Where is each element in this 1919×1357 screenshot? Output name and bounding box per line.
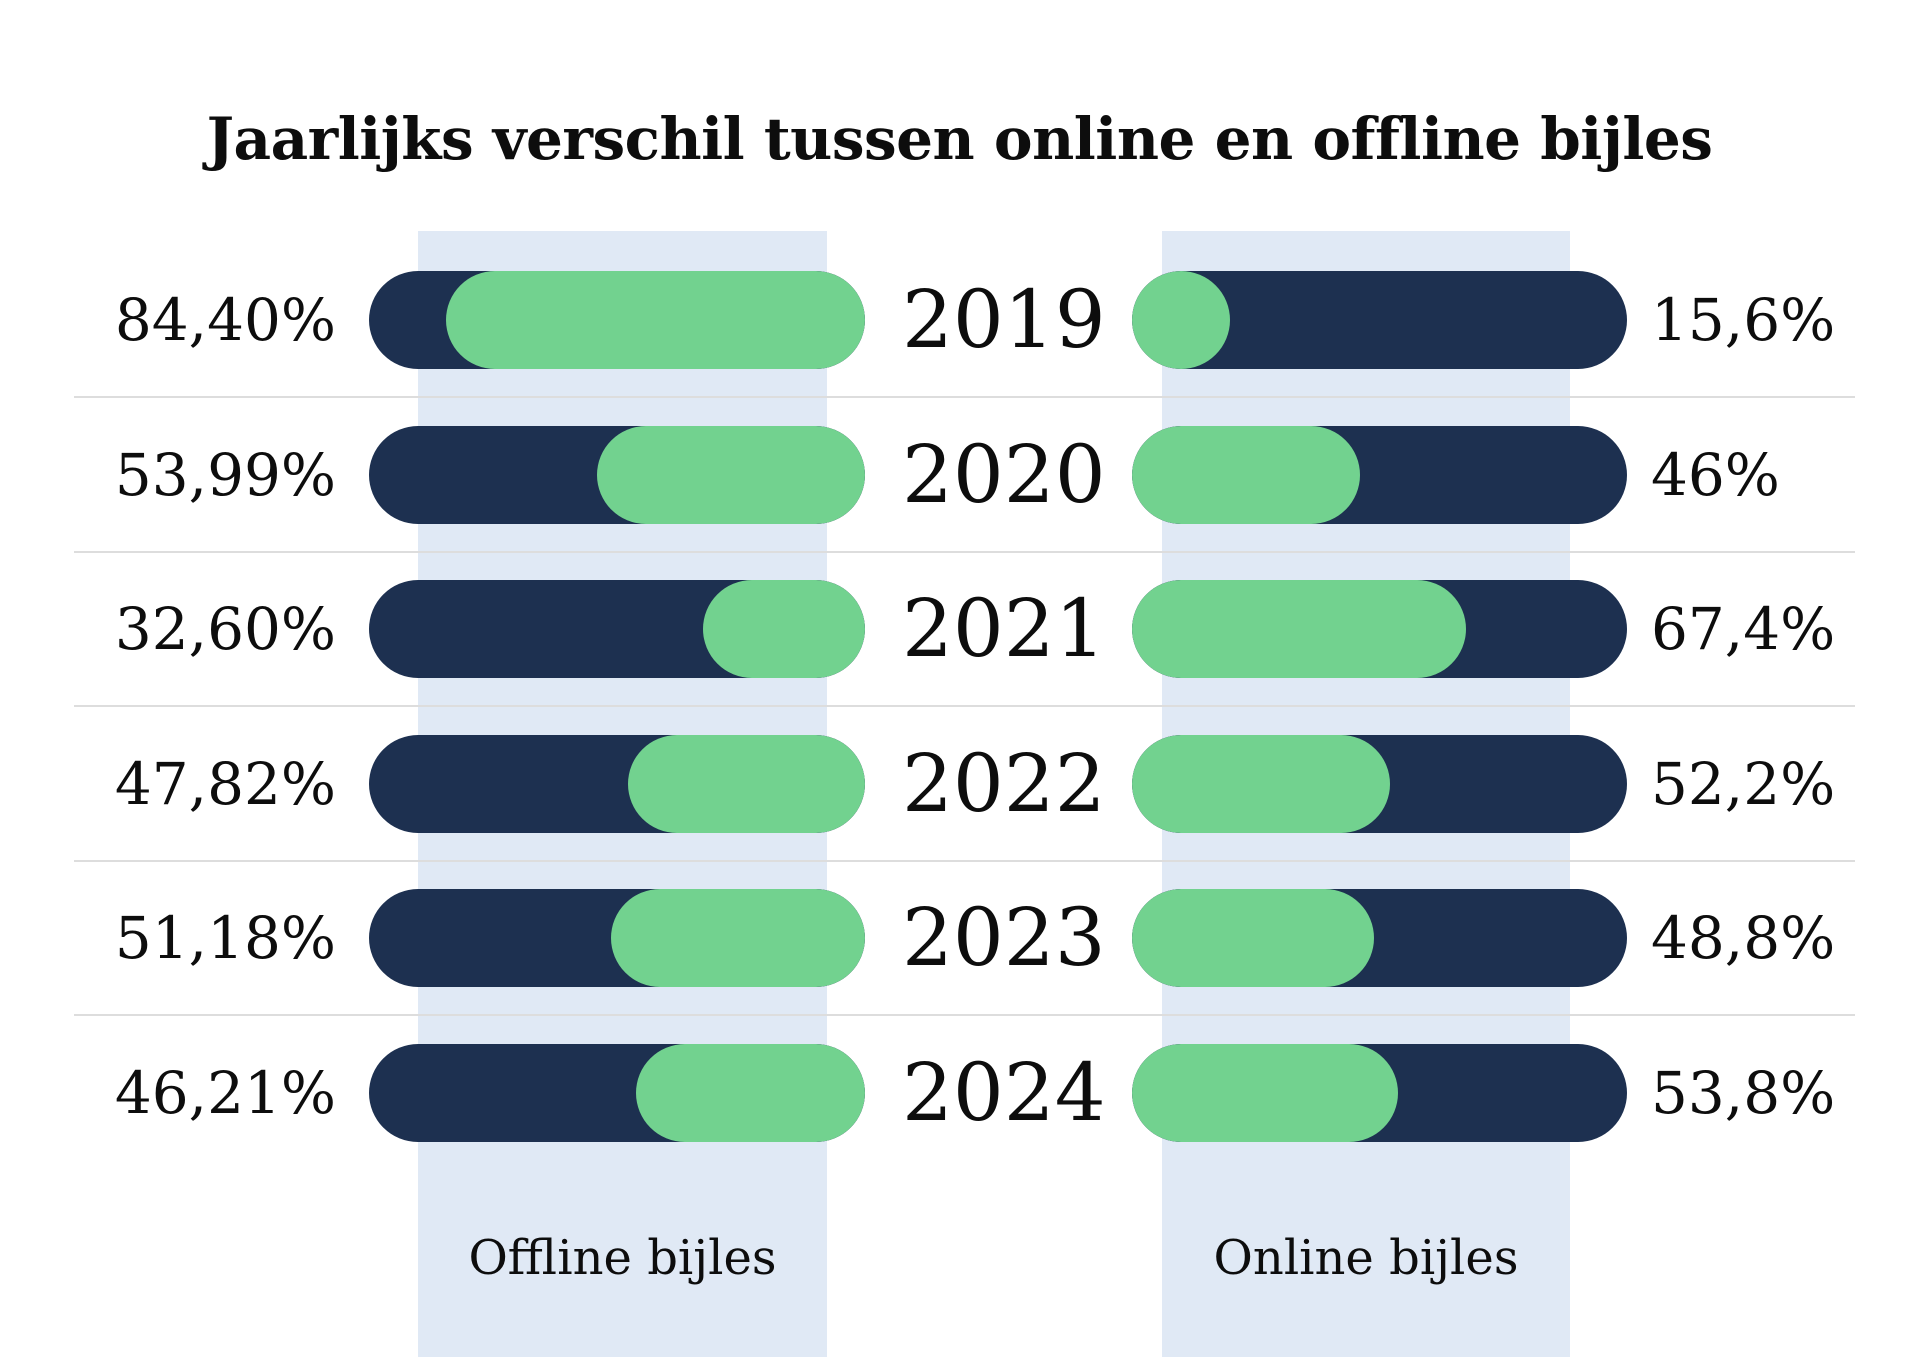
offline-value-label: 53,99% [114, 440, 336, 509]
year-label: 2019 [902, 273, 1106, 366]
offline-bar-track [369, 734, 865, 833]
online-value-label: 67,4% [1651, 595, 1836, 664]
online-value-label: 52,2% [1651, 749, 1836, 818]
offline-bar-fill [703, 580, 865, 679]
online-legend-label: Online bijles [1213, 1230, 1519, 1286]
row-divider [74, 705, 1855, 708]
offline-value-label: 46,21% [114, 1059, 336, 1127]
offline-value-label: 32,60% [114, 595, 336, 664]
online-value-label: 48,8% [1651, 904, 1836, 973]
chart-title: Jaarlijks verschil tussen online en offl… [206, 105, 1713, 173]
offline-bar-fill [446, 271, 865, 369]
offline-legend-label: Offline bijles [468, 1230, 777, 1286]
row-divider [74, 859, 1855, 862]
offline-bar-track [369, 425, 865, 524]
online-bar-fill [1132, 580, 1466, 679]
offline-bar-track [369, 271, 865, 369]
online-value-label: 46% [1651, 440, 1780, 509]
online-value-label: 53,8% [1651, 1059, 1836, 1127]
online-bar-track [1132, 734, 1627, 833]
online-bar-fill [1132, 889, 1374, 988]
offline-value-label: 84,40% [114, 286, 336, 354]
offline-bar-fill [635, 1044, 865, 1142]
year-label: 2022 [902, 736, 1106, 830]
year-label: 2020 [902, 427, 1106, 521]
offline-bar-track [369, 889, 865, 988]
online-value-label: 15,6% [1651, 286, 1836, 354]
online-bar-fill [1132, 1044, 1399, 1142]
online-bar-track [1132, 580, 1627, 679]
year-label: 2024 [902, 1046, 1106, 1139]
offline-bar-fill [627, 734, 865, 833]
row-divider [74, 396, 1855, 398]
online-bar-track [1132, 271, 1627, 369]
offline-bar-fill [611, 889, 865, 988]
offline-bar-fill [597, 425, 865, 524]
year-label: 2023 [902, 891, 1106, 985]
online-bar-track [1132, 425, 1627, 524]
offline-bar-track [369, 580, 865, 679]
online-bar-track [1132, 889, 1627, 988]
online-bar-fill [1132, 425, 1360, 524]
row-divider [74, 550, 1855, 553]
offline-value-label: 47,82% [114, 749, 336, 818]
offline-bar-track [369, 1044, 865, 1142]
online-bar-fill [1132, 271, 1230, 369]
online-bar-track [1132, 1044, 1627, 1142]
offline-value-label: 51,18% [114, 904, 336, 973]
row-divider [74, 1014, 1855, 1017]
year-label: 2021 [902, 582, 1106, 676]
online-bar-fill [1132, 734, 1391, 833]
